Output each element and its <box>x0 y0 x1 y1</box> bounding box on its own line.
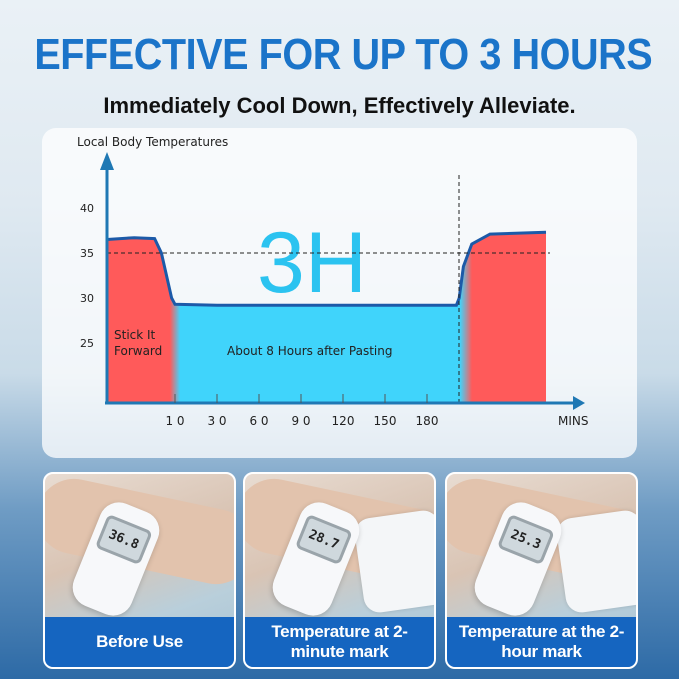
thermometer-reading: 36.8 <box>94 513 153 566</box>
y-tick-30: 30 <box>80 292 94 305</box>
temperature-area <box>107 232 546 403</box>
headline: EFFECTIVE FOR UP TO 3 HOURS <box>34 30 653 79</box>
x-axis-label: MINS <box>558 414 589 428</box>
x-tick-label: 1 0 <box>165 414 184 428</box>
photo-card-before: 36.8 Before Use <box>43 472 236 669</box>
headline-wrap: EFFECTIVE FOR UP TO 3 HOURS <box>0 30 679 80</box>
card-label: Temperature at 2-minute mark <box>245 617 434 667</box>
x-tick-label: 6 0 <box>249 414 268 428</box>
y-axis-arrow <box>100 152 114 170</box>
annotation-stick-it: Stick It Forward <box>114 328 162 358</box>
x-tick-label: 3 0 <box>207 414 226 428</box>
x-tick-label: 9 0 <box>291 414 310 428</box>
y-tick-35: 35 <box>80 247 94 260</box>
x-tick-label: 180 <box>416 414 439 428</box>
x-tick-label: 150 <box>374 414 397 428</box>
y-tick-25: 25 <box>80 337 94 350</box>
x-tick-label: 120 <box>332 414 355 428</box>
photo-card-2-minute: 28.7 Temperature at 2-minute mark <box>243 472 436 669</box>
cooling-patch-image <box>554 508 636 615</box>
y-tick-40: 40 <box>80 202 94 215</box>
duration-label: 3H <box>257 215 367 311</box>
annotation-duration: About 8 Hours after Pasting <box>227 344 392 358</box>
x-axis-arrow <box>573 396 585 410</box>
subheadline: Immediately Cool Down, Effectively Allev… <box>103 93 576 118</box>
card-label: Temperature at the 2-hour mark <box>447 617 636 667</box>
y-axis-label: Local Body Temperatures <box>77 135 228 149</box>
thermometer-reading: 28.7 <box>294 513 353 566</box>
cooling-patch-image <box>352 508 434 615</box>
card-label: Before Use <box>45 617 234 667</box>
photo-card-2-hour: 25.3 Temperature at the 2-hour mark <box>445 472 638 669</box>
temperature-line <box>106 230 547 307</box>
thermometer-reading: 25.3 <box>496 513 555 566</box>
